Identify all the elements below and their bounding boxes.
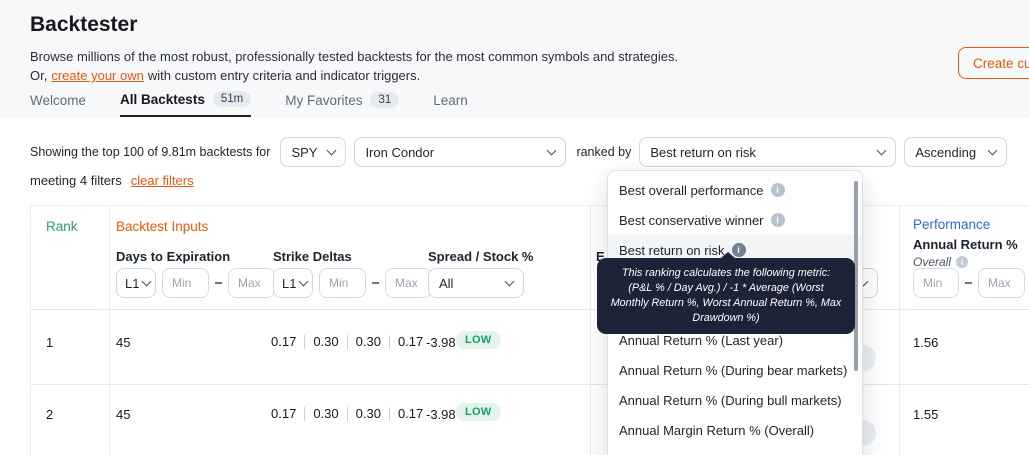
spread-low-badge: LOW [456,403,501,421]
strike-deltas-cell: 0.17 0.30 0.30 0.17 [271,406,424,421]
symbol-select[interactable]: SPY [280,137,347,167]
my-favorites-count-badge: 31 [370,92,400,108]
sort-order-select[interactable]: Ascending [904,137,1008,167]
chevron-down-icon [876,145,887,155]
strike-min-input[interactable] [319,268,366,298]
strategy-select[interactable]: Iron Condor [354,137,567,167]
dte-cell: 45 [116,407,131,422]
spread-stock-label: Spread / Stock % [428,249,534,264]
meeting-filters-row: meeting 4 filters clear filters [30,173,194,188]
dte-cell: 45 [116,335,131,350]
tab-my-favorites[interactable]: My Favorites 31 [285,91,400,117]
menu-item-annual-return-bull-markets[interactable]: Annual Return % (During bull markets) [619,392,842,408]
annual-return-cell: 1.56 [913,335,939,350]
dropdown-scrollbar[interactable] [854,181,858,371]
rank-cell: 2 [46,407,54,422]
annual-return-sublabel: Overall [913,255,969,269]
filter-bar: Showing the top 100 of 9.81m backtests f… [30,137,1008,167]
meeting-filters-text: meeting 4 filters [30,173,122,188]
partial-column-header: E [596,249,605,264]
tab-all-backtests[interactable]: All Backtests 51m [120,91,252,117]
dte-level-select[interactable]: L1 [116,268,156,298]
info-icon[interactable] [770,213,785,227]
annual-return-label: Annual Return % [913,237,1018,252]
range-dash [372,282,379,284]
chevron-down-icon [504,276,515,286]
chevron-down-icon [326,145,337,155]
menu-item-best-overall-performance[interactable]: Best overall performance [608,175,862,205]
return-max-input[interactable] [978,268,1025,298]
backtests-table: Rank Backtest Inputs Performance Days to… [30,205,1029,455]
spread-stock-controls: All [428,268,524,298]
page-title: Backtester [30,13,138,36]
description-line-2: Or, create your own with custom entry crit… [30,66,678,85]
showing-text: Showing the top 100 of 9.81m backtests f… [30,145,271,159]
range-dash [965,282,972,284]
row-divider [31,384,1029,385]
column-divider [590,206,591,455]
description-suffix: with custom entry criteria and indicator… [147,68,421,83]
description-prefix: Or, [30,68,48,83]
menu-item-annual-return-last-year[interactable]: Annual Return % (Last year) [619,332,784,348]
column-divider [899,206,900,455]
menu-item-annual-return-bear-markets[interactable]: Annual Return % (During bear markets) [619,362,848,378]
range-dash [215,282,222,284]
description-line-1: Browse millions of the most robust, prof… [30,49,679,64]
clear-filters-link[interactable]: clear filters [130,173,194,188]
column-divider [109,206,110,455]
annual-return-controls [913,268,1025,298]
page-description: Browse millions of the most robust, prof… [30,47,678,85]
dte-max-input[interactable] [228,268,275,298]
header-band [0,0,1029,118]
info-icon[interactable] [731,243,746,257]
performance-header: Performance [913,217,991,232]
strike-deltas-controls: L1 [273,268,432,298]
rank-cell: 1 [46,335,54,350]
dte-min-input[interactable] [162,268,209,298]
strike-deltas-cell: 0.17 0.30 0.30 0.17 [271,334,424,349]
strike-max-input[interactable] [385,268,432,298]
tab-learn[interactable]: Learn [433,92,468,108]
chevron-down-icon [546,145,557,155]
ranked-by-label: ranked by [576,145,632,159]
backtest-inputs-header: Backtest Inputs [116,219,209,234]
all-backtests-count-badge: 51m [212,91,252,107]
menu-item-annual-margin-return-overall[interactable]: Annual Margin Return % (Overall) [619,422,815,438]
tab-welcome[interactable]: Welcome [30,92,87,108]
chevron-down-icon [142,276,152,286]
create-custom-button[interactable]: Create cus [958,47,1029,79]
tab-bar: Welcome All Backtests 51m My Favorites 3… [30,91,468,117]
header-divider [31,309,1029,310]
ranking-select[interactable]: Best return on risk [639,137,897,167]
strike-deltas-label: Strike Deltas [273,249,352,264]
days-to-expiration-controls: L1 [116,268,275,298]
days-to-expiration-label: Days to Expiration [116,249,231,264]
spread-cell: -3.98 [426,407,456,422]
return-min-input[interactable] [913,268,959,298]
spread-cell: -3.98 [426,335,456,350]
spread-all-select[interactable]: All [428,268,524,298]
annual-return-cell: 1.55 [913,407,939,422]
chevron-down-icon [299,276,309,286]
info-icon[interactable] [770,183,785,197]
ranking-tooltip: This ranking calculates the following me… [597,252,855,334]
menu-item-best-conservative-winner[interactable]: Best conservative winner [608,205,862,235]
info-icon[interactable] [956,256,969,268]
rank-column-header: Rank [46,219,78,234]
create-your-own-link[interactable]: create your own [51,68,144,83]
spread-low-badge: LOW [456,331,501,349]
menu-item-sharpe-ratio[interactable]: Sharpe Ratio [608,445,862,455]
strike-level-select[interactable]: L1 [273,268,313,298]
chevron-down-icon [987,145,998,155]
